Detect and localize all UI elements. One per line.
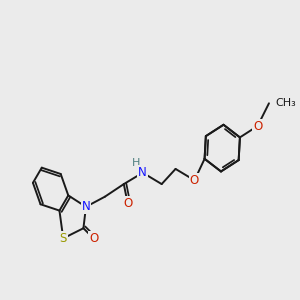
Text: O: O — [123, 196, 132, 209]
Text: H: H — [132, 158, 141, 168]
Text: N: N — [82, 200, 90, 213]
Text: S: S — [59, 232, 67, 245]
Text: O: O — [190, 174, 199, 187]
Text: O: O — [253, 119, 262, 133]
Text: CH₃: CH₃ — [275, 98, 296, 108]
Text: O: O — [89, 232, 98, 245]
Text: N: N — [138, 166, 147, 179]
